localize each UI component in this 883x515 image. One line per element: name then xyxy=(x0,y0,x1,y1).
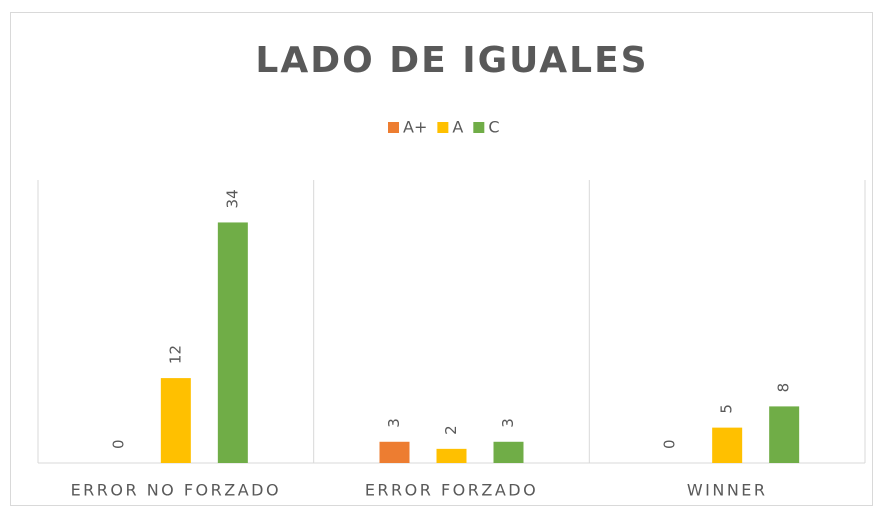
data-label: 2 xyxy=(442,425,460,435)
legend-swatch xyxy=(437,122,449,133)
bar xyxy=(217,222,248,463)
bar xyxy=(436,448,467,463)
data-label: 34 xyxy=(223,189,241,208)
legend-label: A xyxy=(452,118,463,137)
chart-frame xyxy=(10,12,873,506)
data-label: 12 xyxy=(166,345,184,364)
chart-title: LADO DE IGUALES xyxy=(255,40,648,81)
legend-swatch xyxy=(473,122,485,133)
legend-swatch xyxy=(388,122,399,133)
x-tick-label: ERROR NO FORZADO xyxy=(71,481,282,500)
x-tick-label: ERROR FORZADO xyxy=(365,481,538,500)
bar xyxy=(379,441,410,463)
bar xyxy=(769,406,800,463)
data-label: 5 xyxy=(718,404,736,414)
data-label: 8 xyxy=(775,383,793,393)
bar xyxy=(712,427,743,463)
bar xyxy=(160,378,191,463)
legend-label: C xyxy=(488,118,499,137)
data-label: 3 xyxy=(385,418,403,428)
legend-label: A+ xyxy=(403,118,427,137)
data-label: 3 xyxy=(499,418,517,428)
data-label: 0 xyxy=(109,439,127,449)
bar xyxy=(493,441,524,463)
x-tick-label: WINNER xyxy=(687,481,768,500)
data-label: 0 xyxy=(661,439,679,449)
